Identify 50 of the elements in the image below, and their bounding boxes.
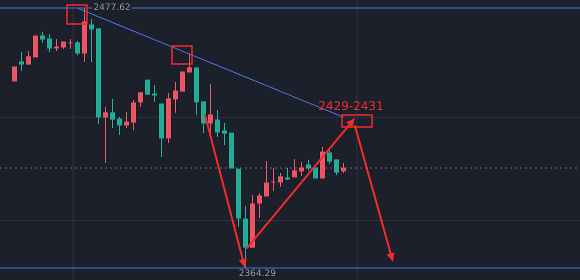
candlestick [152, 84, 157, 102]
candlestick [145, 80, 150, 95]
candlestick [40, 31, 45, 44]
annotation: 2477.62 [93, 3, 131, 13]
candlestick [103, 106, 108, 164]
candlestick [341, 162, 346, 174]
candlestick [12, 66, 17, 82]
annotation: 2429-2431 [318, 99, 384, 113]
candlestick [222, 122, 227, 146]
candlestick [201, 101, 206, 134]
candlestick [215, 109, 220, 138]
candlestick [327, 148, 332, 165]
candlestick [257, 192, 262, 218]
candlestick [306, 159, 311, 172]
candlestick [194, 67, 199, 116]
candlestick [278, 172, 283, 188]
candlestick [61, 42, 66, 50]
candlestick [243, 206, 248, 268]
candlestick [173, 81, 178, 114]
candlestick [96, 28, 101, 124]
candlestick [264, 160, 269, 196]
candlestick [292, 158, 297, 178]
candlestick [89, 18, 94, 62]
text: 2364.29 [238, 269, 276, 279]
candlestick [159, 103, 164, 158]
candlestick [166, 92, 171, 144]
candlestick [54, 38, 59, 52]
candlestick [68, 38, 73, 50]
candlestick [110, 98, 115, 129]
candlestick [250, 194, 255, 248]
candlestick [47, 33, 52, 53]
candlestick [285, 167, 290, 181]
candlestick [138, 92, 143, 108]
candlestick [19, 52, 24, 72]
candlestick [75, 40, 80, 56]
candlestick [313, 167, 318, 179]
candlestick [124, 111, 129, 129]
candlestick [208, 83, 213, 134]
candlestick [229, 132, 234, 168]
candlestick [26, 50, 31, 66]
candlestick [236, 168, 241, 228]
candlestick [33, 36, 38, 58]
candlestick [117, 116, 122, 136]
candlestick [271, 167, 276, 192]
candlestick [334, 159, 339, 176]
candlestick [299, 161, 304, 176]
candlestick [131, 100, 136, 131]
candlestick [180, 72, 185, 92]
candlestick [187, 53, 192, 73]
candlestick [82, 8, 87, 62]
